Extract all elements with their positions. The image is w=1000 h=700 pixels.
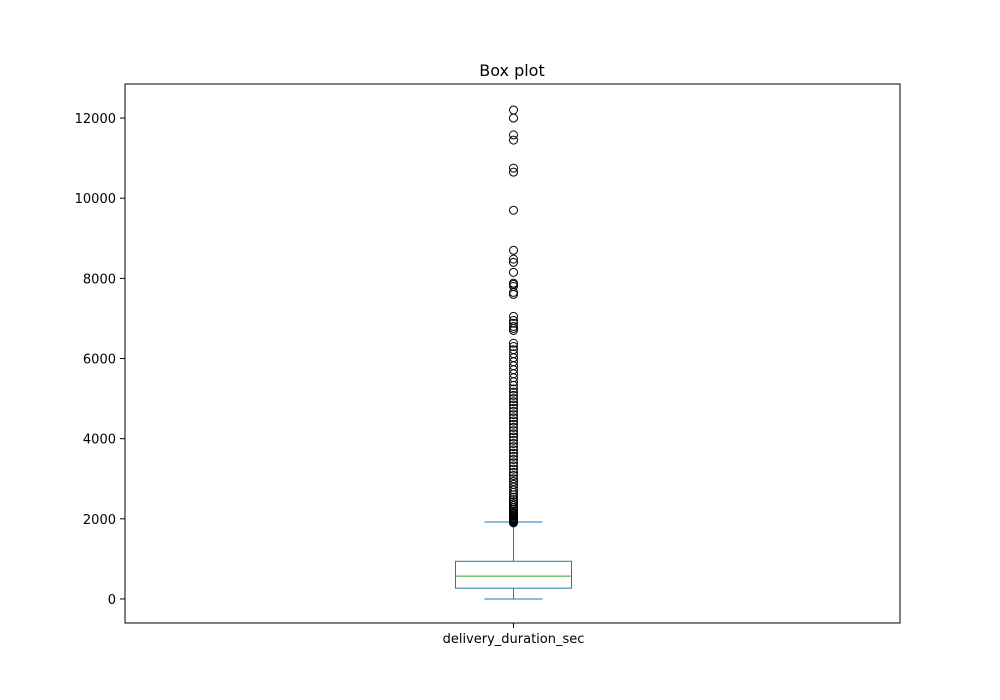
- outlier-point: [509, 390, 518, 400]
- outlier-point: [509, 479, 518, 489]
- outlier-point: [509, 341, 518, 351]
- outlier-point: [509, 413, 518, 423]
- outlier-point: [509, 445, 518, 455]
- outlier-point: [509, 471, 518, 481]
- outlier-point: [509, 435, 518, 445]
- y-tick-label: 6000: [83, 353, 116, 368]
- plot-area-frame: [124, 83, 901, 624]
- outlier-point: [509, 113, 518, 123]
- chart-title: Box plot: [479, 61, 545, 80]
- outlier-point: [509, 406, 518, 416]
- outlier-point: [509, 130, 518, 140]
- outlier-point: [509, 410, 518, 420]
- outlier-point: [509, 474, 518, 484]
- outlier-point: [509, 167, 518, 177]
- outlier-point: [509, 384, 518, 394]
- outlier-point: [509, 454, 518, 464]
- y-axis: 0 2000 4000 6000 8000 10000 12000: [75, 112, 125, 608]
- y-tick-label: 0: [108, 593, 116, 608]
- outlier-point: [509, 254, 518, 264]
- outlier-point: [509, 289, 518, 299]
- outlier-point: [509, 448, 518, 458]
- outlier-point: [509, 464, 518, 474]
- outlier-point: [509, 278, 518, 288]
- outlier-point: [509, 426, 518, 436]
- box-group: [455, 521, 572, 600]
- outlier-point: [509, 345, 518, 355]
- x-axis: delivery_duration_sec: [443, 623, 585, 647]
- outlier-point: [509, 429, 518, 439]
- outlier-point: [509, 315, 518, 325]
- outlier-point: [509, 245, 518, 255]
- outlier-point: [509, 105, 518, 115]
- outlier-point: [509, 438, 518, 448]
- outlier-point: [509, 416, 518, 426]
- outlier-point: [509, 349, 518, 359]
- outlier-point: [509, 163, 518, 173]
- outlier-point: [509, 257, 518, 267]
- outlier-point: [509, 394, 518, 404]
- outlier-point: [509, 400, 518, 410]
- outlier-point: [509, 492, 518, 502]
- outlier-point: [509, 461, 518, 471]
- outlier-point: [509, 318, 518, 328]
- outlier-point: [509, 467, 518, 477]
- iqr-box: [455, 560, 572, 589]
- outlier-point: [509, 403, 518, 413]
- x-tick-label: delivery_duration_sec: [443, 632, 585, 647]
- outlier-point: [509, 135, 518, 145]
- outlier-point: [509, 321, 518, 331]
- y-tick-label: 12000: [75, 112, 116, 127]
- outlier-point: [509, 205, 518, 215]
- outlier-point: [509, 267, 518, 277]
- outlier-point: [509, 458, 518, 468]
- outlier-group: [509, 105, 518, 528]
- outlier-point: [509, 422, 518, 432]
- y-tick-label: 8000: [83, 272, 116, 287]
- y-tick-label: 2000: [83, 513, 116, 528]
- outlier-point: [509, 311, 518, 321]
- y-tick-label: 4000: [83, 433, 116, 448]
- outlier-point: [509, 495, 518, 505]
- outlier-point: [509, 338, 518, 348]
- outlier-point: [509, 387, 518, 397]
- outlier-point: [509, 432, 518, 442]
- outlier-point: [509, 397, 518, 407]
- y-tick-label: 10000: [75, 192, 116, 207]
- outlier-point: [509, 419, 518, 429]
- outlier-point: [509, 442, 518, 452]
- outlier-point: [509, 477, 518, 487]
- outlier-point: [509, 451, 518, 461]
